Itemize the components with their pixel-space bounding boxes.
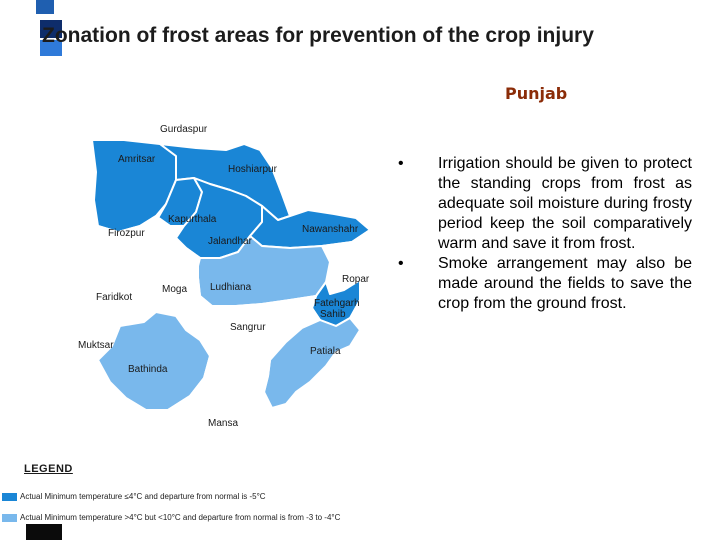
- district-label-faridkot: Faridkot: [96, 292, 132, 303]
- district-label-ropar: Ropar: [342, 274, 370, 285]
- district-mansa: [167, 355, 271, 431]
- district-label-amritsar: Amritsar: [118, 154, 156, 165]
- bullet-smoke: • Smoke arrangement may also be made aro…: [392, 254, 692, 314]
- bullet-marker: •: [398, 255, 404, 272]
- district-label-hoshiarpur: Hoshiarpur: [228, 164, 278, 175]
- legend-swatch-severe: [2, 492, 17, 501]
- legend-item-severe: Actual Minimum temperature ≤4°C and depa…: [2, 492, 266, 501]
- region-subtitle: Punjab: [505, 84, 568, 103]
- district-label-mansa: Mansa: [208, 418, 238, 429]
- district-label-kapurthala: Kapurthala: [168, 214, 217, 225]
- legend-item-moderate: Actual Minimum temperature >4°C but <10°…: [2, 513, 340, 522]
- bullet-irrigation: • Irrigation should be given to protect …: [392, 154, 692, 254]
- district-label-gurdaspur: Gurdaspur: [160, 124, 208, 135]
- district-label-sangrur: Sangrur: [230, 322, 266, 333]
- legend-title: LEGEND: [24, 463, 73, 475]
- district-label-jalandhar: Jalandhar: [208, 236, 253, 247]
- district-label-nawanshahr: Nawanshahr: [302, 224, 359, 235]
- district-label-muktsar: Muktsar: [78, 340, 114, 351]
- district-label-fatehgarh: Fatehgarh Sahib: [314, 298, 360, 320]
- bullet-text: Irrigation should be given to protect th…: [438, 155, 692, 252]
- legend-swatch-moderate: [2, 513, 17, 522]
- legend-text: Actual Minimum temperature >4°C but <10°…: [20, 513, 341, 522]
- recommendation-list: • Irrigation should be given to protect …: [392, 154, 692, 314]
- district-label-firozpur: Firozpur: [108, 228, 145, 239]
- punjab-frost-map: Gurdaspur Amritsar Hoshiarpur Kapurthala Jal…: [27, 79, 383, 431]
- bullet-marker: •: [398, 155, 404, 172]
- logo-mark: [0, 0, 62, 60]
- district-label-patiala: Patiala: [310, 346, 341, 357]
- district-label-moga: Moga: [162, 284, 187, 295]
- footer-mark: [26, 524, 62, 540]
- district-label-bathinda: Bathinda: [128, 364, 168, 375]
- district-label-ludhiana: Ludhiana: [210, 282, 252, 293]
- legend-text: Actual Minimum temperature ≤4°C and depa…: [20, 492, 266, 501]
- page-title: Zonation of frost areas for prevention o…: [42, 24, 594, 47]
- bullet-text: Smoke arrangement may also be made aroun…: [438, 255, 692, 312]
